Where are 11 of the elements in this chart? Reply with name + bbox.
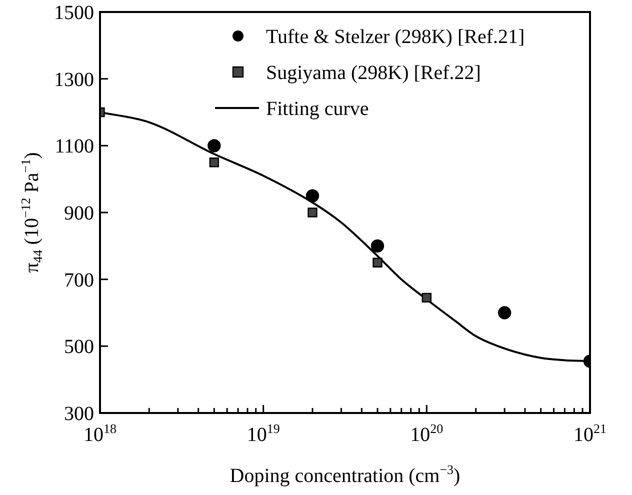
y-tick-label: 900: [64, 202, 94, 224]
y-tick-label: 700: [64, 269, 94, 292]
legend-label: Fitting curve: [266, 98, 369, 120]
legend-label: Tufte & Stelzer (298K) [Ref.21]: [266, 26, 525, 48]
y-tick-label: 500: [64, 336, 94, 358]
y-tick-label: 1500: [54, 2, 94, 24]
y-tick-label: 1100: [54, 136, 94, 158]
y-axis-title: π44 (10−12 Pa−1): [18, 152, 45, 273]
y-tick-label: 300: [64, 403, 94, 425]
legend-label: Sugiyama (298K) [Ref.22]: [266, 62, 481, 84]
y-tick-label: 1300: [54, 68, 94, 91]
